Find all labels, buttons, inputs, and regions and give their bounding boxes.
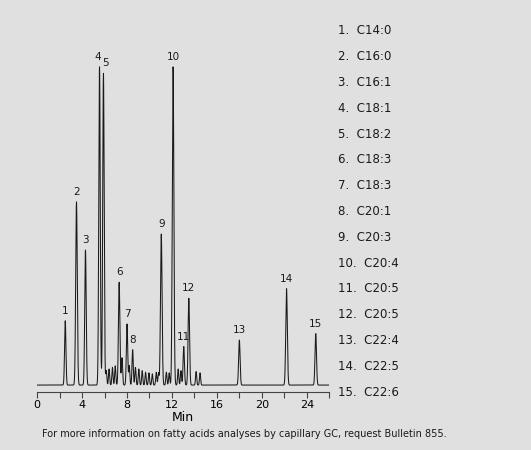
Text: 2.  C16:0: 2. C16:0 bbox=[338, 50, 392, 63]
Text: 4: 4 bbox=[94, 52, 101, 62]
Text: 6.  C18:3: 6. C18:3 bbox=[338, 153, 392, 166]
Text: 4.  C18:1: 4. C18:1 bbox=[338, 102, 392, 115]
Text: 10: 10 bbox=[167, 52, 179, 62]
Text: 5.  C18:2: 5. C18:2 bbox=[338, 128, 392, 140]
Text: 5: 5 bbox=[102, 58, 108, 68]
Text: 12: 12 bbox=[182, 284, 195, 293]
Text: 1: 1 bbox=[62, 306, 68, 316]
Text: For more information on fatty acids analyses by capillary GC, request Bulletin 8: For more information on fatty acids anal… bbox=[42, 429, 447, 439]
Text: 14.  C22:5: 14. C22:5 bbox=[338, 360, 399, 373]
Text: 13.  C22:4: 13. C22:4 bbox=[338, 334, 399, 347]
Text: 1.  C14:0: 1. C14:0 bbox=[338, 24, 392, 37]
Text: 14: 14 bbox=[280, 274, 293, 284]
Text: 3: 3 bbox=[82, 235, 89, 245]
Text: 11.  C20:5: 11. C20:5 bbox=[338, 283, 399, 295]
Text: 8: 8 bbox=[130, 335, 136, 345]
Text: 15: 15 bbox=[309, 319, 322, 329]
Text: 11: 11 bbox=[177, 332, 191, 342]
X-axis label: Min: Min bbox=[172, 411, 194, 424]
Text: 7.  C18:3: 7. C18:3 bbox=[338, 179, 392, 192]
Text: 6: 6 bbox=[116, 267, 123, 277]
Text: 12.  C20:5: 12. C20:5 bbox=[338, 308, 399, 321]
Text: 3.  C16:1: 3. C16:1 bbox=[338, 76, 392, 89]
Text: 9.  C20:3: 9. C20:3 bbox=[338, 231, 392, 244]
Text: 13: 13 bbox=[233, 325, 246, 335]
Text: 8.  C20:1: 8. C20:1 bbox=[338, 205, 392, 218]
Text: 7: 7 bbox=[124, 309, 130, 319]
Text: 15.  C22:6: 15. C22:6 bbox=[338, 386, 399, 399]
Text: 10.  C20:4: 10. C20:4 bbox=[338, 256, 399, 270]
Text: 2: 2 bbox=[73, 187, 80, 197]
Text: 9: 9 bbox=[158, 219, 165, 229]
